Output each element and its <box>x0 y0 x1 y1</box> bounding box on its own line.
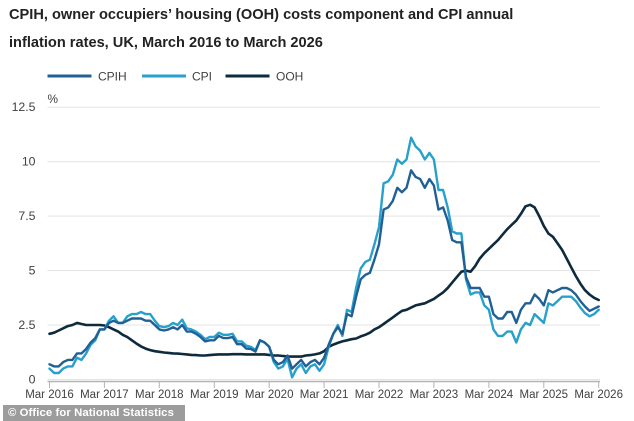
svg-text:Mar 2016: Mar 2016 <box>25 389 74 401</box>
svg-text:CPIH: CPIH <box>98 70 127 84</box>
svg-text:Mar 2017: Mar 2017 <box>80 389 129 401</box>
svg-text:Mar 2025: Mar 2025 <box>520 389 569 401</box>
svg-text:5: 5 <box>29 264 36 278</box>
svg-text:Mar 2026: Mar 2026 <box>574 389 623 401</box>
svg-text:Mar 2019: Mar 2019 <box>190 389 239 401</box>
svg-text:0: 0 <box>29 373 36 387</box>
svg-text:Mar 2024: Mar 2024 <box>465 389 514 401</box>
svg-text:OOH: OOH <box>276 70 303 84</box>
svg-text:12.5: 12.5 <box>12 100 36 114</box>
svg-text:Mar 2020: Mar 2020 <box>245 389 294 401</box>
svg-text:2.5: 2.5 <box>18 318 35 332</box>
svg-text:Mar 2022: Mar 2022 <box>355 389 404 401</box>
svg-text:Mar 2018: Mar 2018 <box>135 389 184 401</box>
svg-text:Mar 2021: Mar 2021 <box>300 389 349 401</box>
svg-text:7.5: 7.5 <box>18 209 35 223</box>
svg-text:%: % <box>48 92 59 106</box>
svg-text:Mar 2023: Mar 2023 <box>410 389 459 401</box>
svg-text:10: 10 <box>22 155 36 169</box>
svg-text:CPI: CPI <box>192 70 212 84</box>
